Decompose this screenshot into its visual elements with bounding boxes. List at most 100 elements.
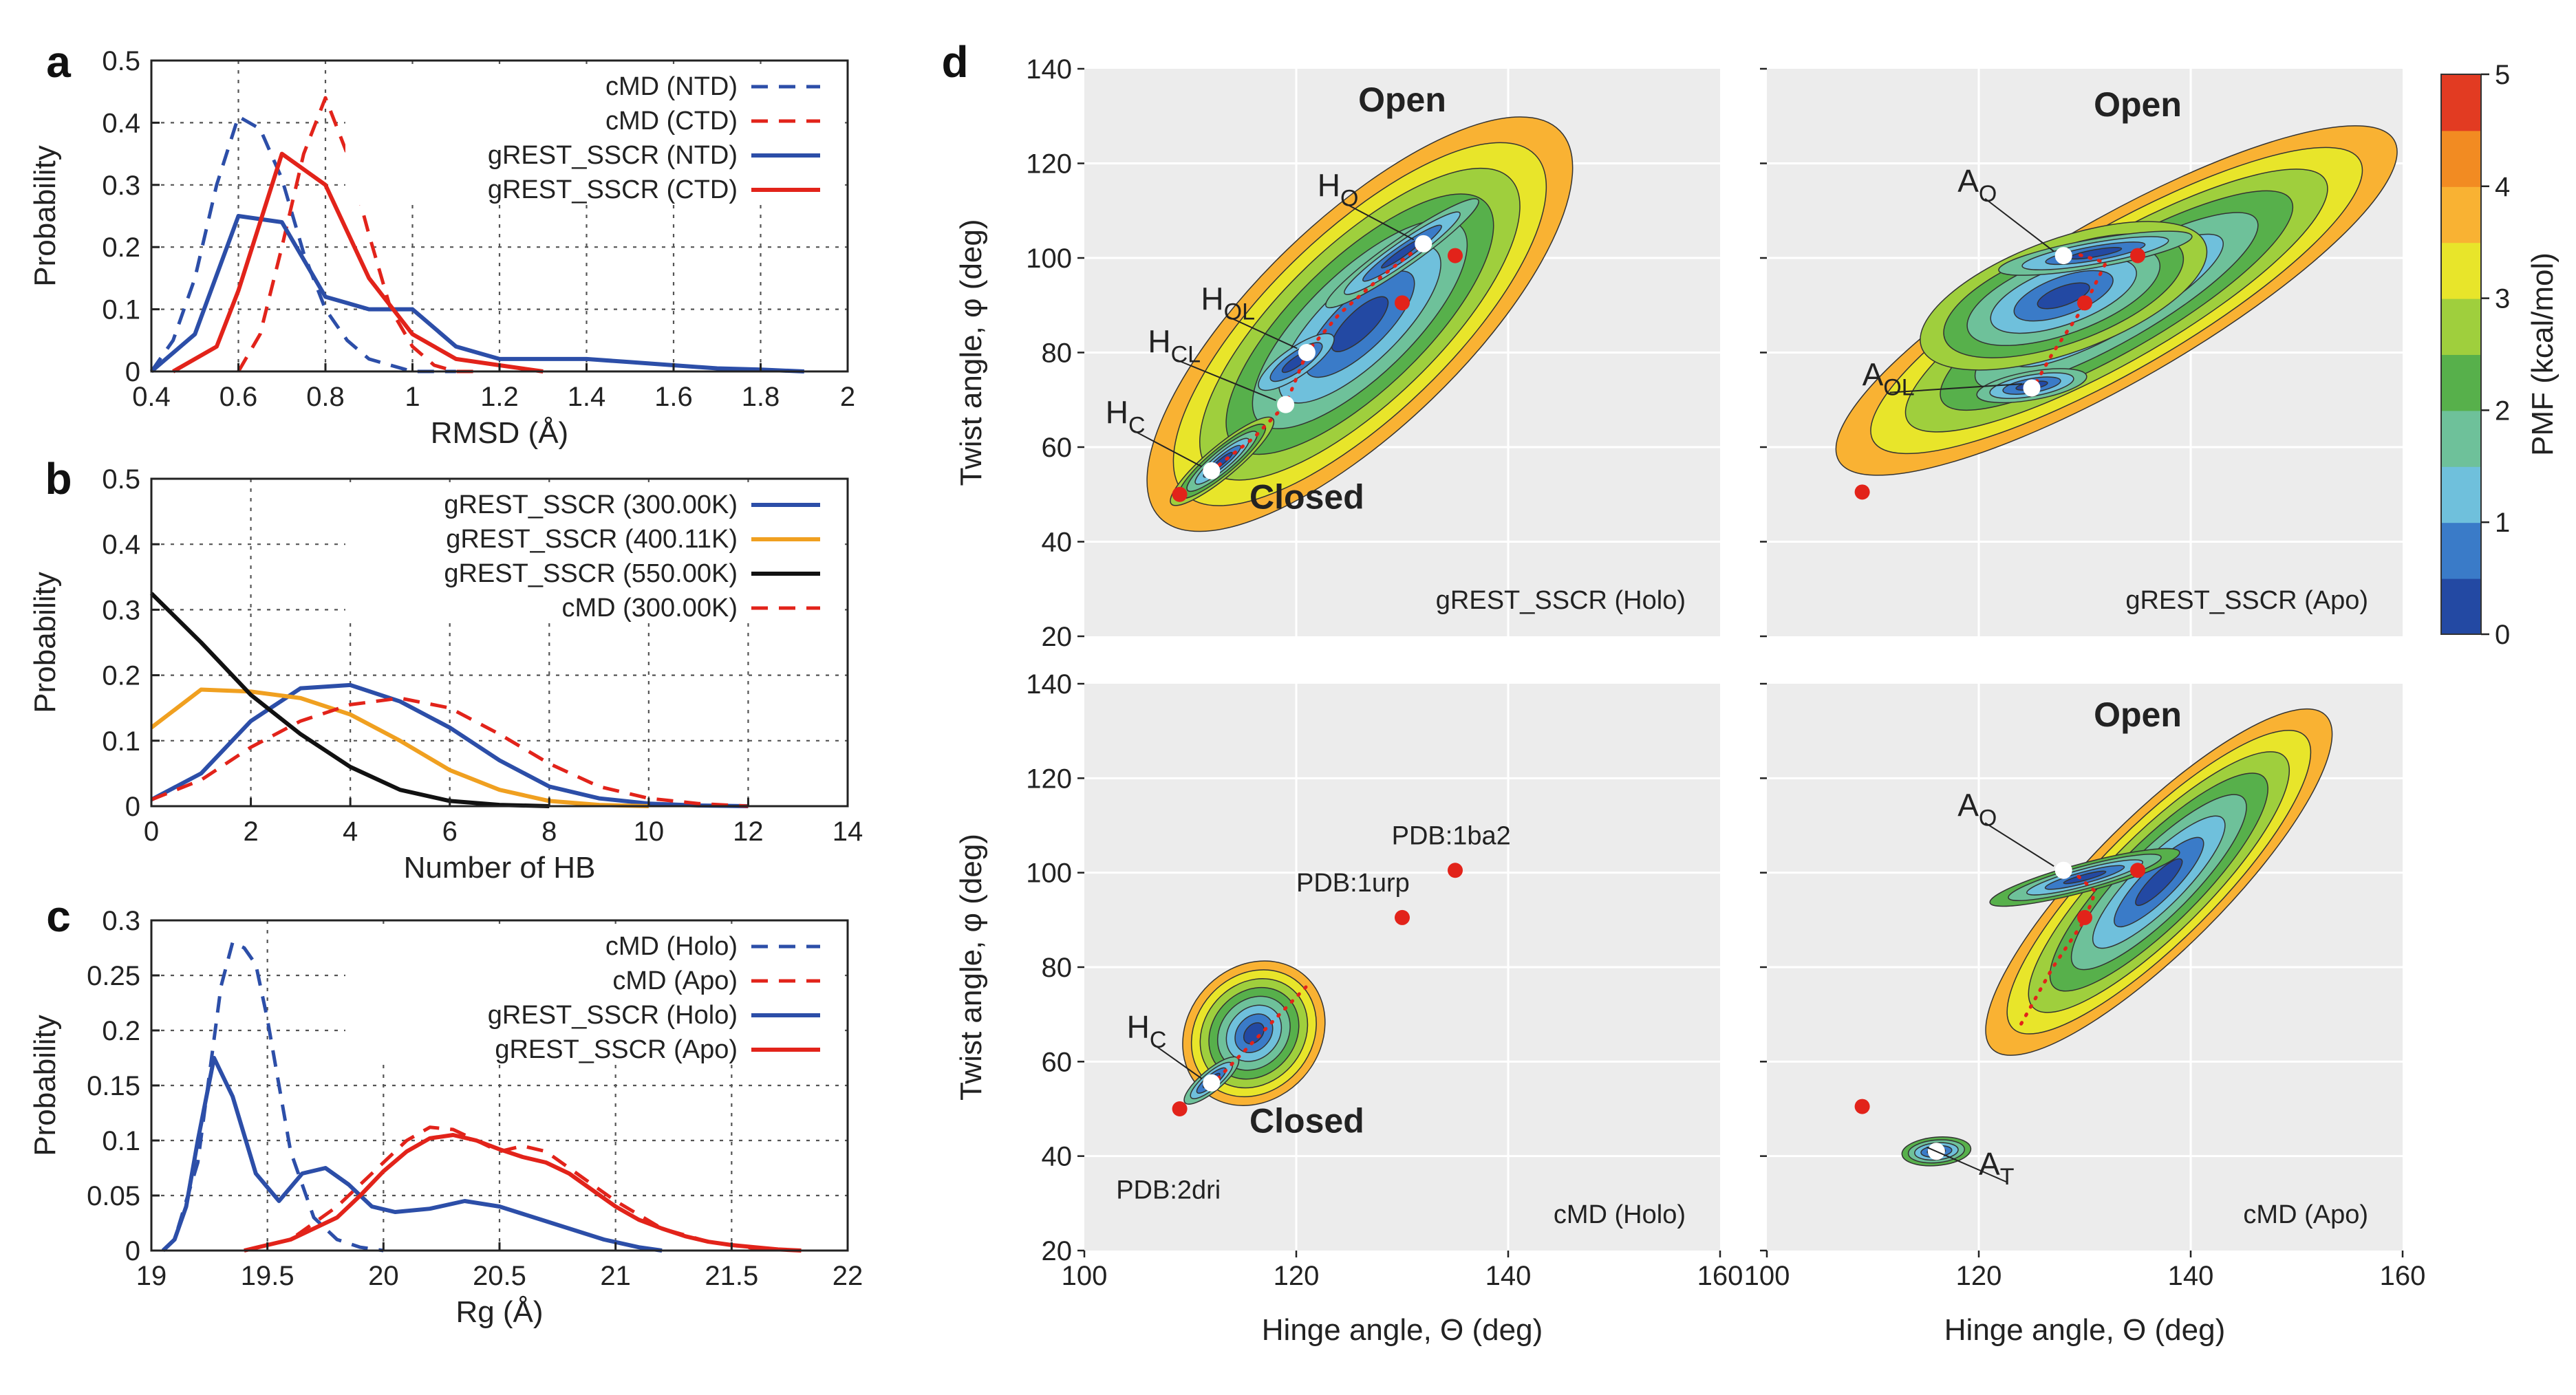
colorbar-frame	[2440, 74, 2482, 635]
x-tick-label: 100	[1062, 1261, 1108, 1291]
pmf-contour-level	[1243, 1022, 1265, 1045]
legend-label: cMD (CTD)	[605, 107, 738, 136]
y-tick-label: 0.2	[102, 232, 140, 263]
pdb-reference-point	[1448, 248, 1463, 263]
series-line-4	[151, 696, 749, 808]
pmf-contour-level	[2135, 858, 2183, 907]
y-tick-label: 100	[1026, 244, 1072, 274]
y-tick-label: 100	[1026, 858, 1072, 889]
subplot-name: cMD (Holo)	[1554, 1200, 1686, 1229]
y-tick-label: 40	[1042, 528, 1073, 558]
legend-label: gREST_SSCR (CTD)	[488, 175, 738, 204]
state-subscript: C	[1128, 413, 1146, 439]
y-tick-label: 60	[1042, 1047, 1073, 1077]
x-tick-label: 160	[2380, 1261, 2426, 1291]
transition-path	[1210, 984, 1309, 1088]
x-tick-label: 140	[1485, 1261, 1532, 1291]
state-symbol: A	[1957, 787, 1979, 823]
state-subscript: OL	[1224, 299, 1255, 325]
legend-bg	[345, 927, 841, 962]
y-tick-label: 0.2	[102, 661, 140, 691]
x-tick-label: 2	[243, 817, 258, 847]
region-label: Open	[2094, 695, 2182, 734]
legend-label: gREST_SSCR (400.11K)	[446, 525, 738, 554]
region-label: Closed	[1249, 1101, 1364, 1140]
state-point	[2054, 247, 2072, 265]
x-tick-label: 1.8	[742, 382, 780, 412]
y-tick-label: 0.4	[102, 108, 140, 138]
y-axis-label: Probability	[28, 572, 62, 713]
region-label: Closed	[1249, 477, 1364, 516]
y-tick-label: 20	[1042, 1236, 1073, 1266]
pdb-label: PDB:1ba2	[1392, 821, 1511, 850]
state-label: AO	[1957, 787, 1997, 831]
pdb-reference-point	[1448, 863, 1463, 878]
contour-group	[1146, 116, 1574, 532]
state-symbol: H	[1201, 281, 1223, 317]
y-tick-label: 0.25	[87, 961, 140, 991]
colorbar-tick-label: 1	[2495, 508, 2510, 538]
y-tick-label: 0.5	[102, 464, 140, 495]
colorbar-label: PMF (kcal/mol)	[2526, 252, 2559, 456]
x-axis-label: RMSD (Å)	[431, 416, 568, 450]
state-point	[1298, 344, 1316, 361]
x-tick-label: 20.5	[473, 1261, 526, 1291]
x-tick-label: 14	[833, 817, 863, 847]
y-tick-label: 0.15	[87, 1071, 140, 1101]
y-tick-label: 0.1	[102, 1126, 140, 1156]
pdb-reference-point	[2130, 863, 2145, 878]
x-axis-label: Hinge angle, Θ (deg)	[1944, 1313, 2225, 1347]
y-tick-label: 60	[1042, 433, 1073, 463]
legend-label: cMD (Apo)	[612, 966, 738, 995]
y-axis-label: Twist angle, φ (deg)	[954, 834, 988, 1101]
panel-letter: a	[46, 37, 71, 87]
y-tick-label: 140	[1026, 669, 1072, 700]
pdb-reference-point	[1395, 295, 1410, 311]
legend: cMD (Holo) cMD (Apo) gREST_SSCR (Holo) gRES…	[345, 927, 841, 1065]
colorbar-segment	[2441, 466, 2481, 523]
x-tick-label: 1.4	[568, 382, 606, 412]
x-tick-label: 8	[541, 817, 557, 847]
state-label: AT	[1979, 1146, 2014, 1190]
state-label: HOL	[1201, 281, 1255, 325]
region-label: Open	[1358, 80, 1446, 119]
subplot-name: gREST_SSCR (Apo)	[2125, 586, 2368, 615]
y-tick-label: 0.1	[102, 295, 140, 325]
state-point	[1203, 462, 1221, 479]
series-line-3	[161, 1056, 663, 1253]
x-tick-label: 0	[144, 817, 159, 847]
panel-letter: b	[45, 454, 72, 504]
panel-b: 0 2 4 6 8 10 12 14 0 0.1 0.2 0.3 0.4 0.5 Number of HB P…	[28, 454, 863, 885]
x-tick-label: 22	[833, 1261, 863, 1291]
state-symbol: H	[1106, 395, 1128, 431]
series-line-4	[244, 1133, 802, 1253]
colorbar-segment	[2441, 578, 2481, 635]
y-tick-label: 0.2	[102, 1016, 140, 1046]
y-tick-label: 0.3	[102, 171, 140, 201]
y-tick-label: 120	[1026, 764, 1072, 794]
x-tick-label: 1	[405, 382, 420, 412]
series-line-3	[150, 214, 804, 374]
colorbar-tick-label: 5	[2495, 60, 2510, 90]
y-tick-label: 0.1	[102, 726, 140, 757]
state-label: AOL	[1863, 357, 1915, 401]
state-symbol: H	[1318, 168, 1340, 204]
state-subscript: CL	[1171, 342, 1201, 368]
y-axis-label: Twist angle, φ (deg)	[954, 219, 988, 486]
y-tick-label: 80	[1042, 953, 1073, 983]
x-axis-label: Hinge angle, Θ (deg)	[1262, 1313, 1543, 1347]
state-leader-line	[1154, 1044, 1203, 1080]
x-tick-label: 10	[634, 817, 665, 847]
x-tick-label: 160	[1697, 1261, 1743, 1291]
series-line-4	[172, 151, 544, 374]
state-subscript: C	[1150, 1027, 1167, 1053]
y-tick-label: 0.3	[102, 595, 140, 625]
state-point	[1277, 396, 1295, 413]
state-point	[1203, 1074, 1221, 1092]
state-subscript: T	[2000, 1164, 2015, 1190]
state-leader-line	[1175, 358, 1276, 402]
x-tick-label: 12	[733, 817, 764, 847]
legend-label: gREST_SSCR (Apo)	[495, 1035, 738, 1064]
x-tick-label: 20	[368, 1261, 399, 1291]
